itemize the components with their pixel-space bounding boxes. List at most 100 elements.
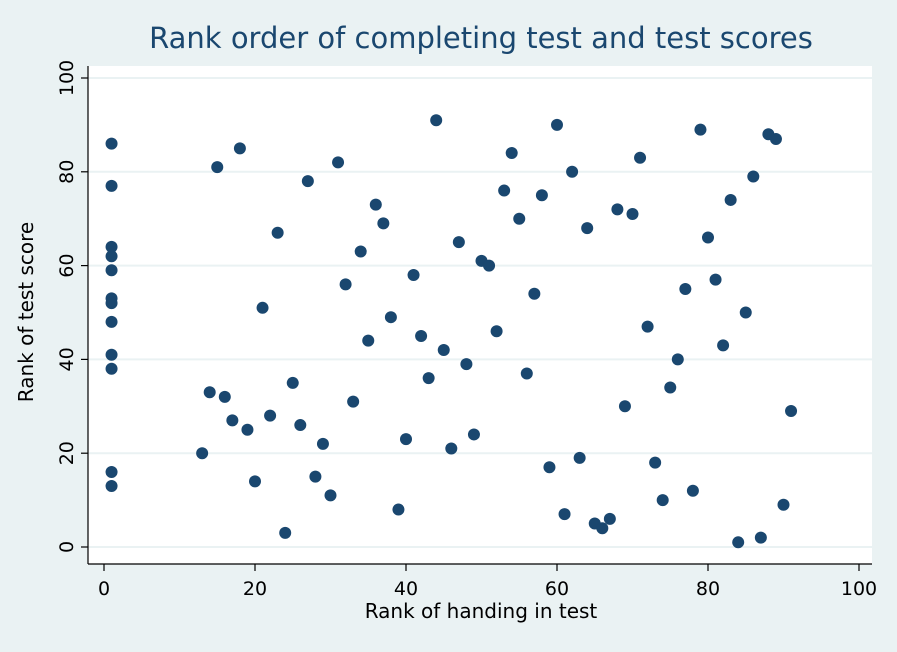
data-point-21	[264, 409, 277, 422]
data-point-12	[196, 447, 209, 460]
data-point-89	[777, 498, 790, 511]
data-point-57	[535, 189, 548, 202]
data-point-42	[422, 372, 435, 385]
data-point-81	[717, 339, 730, 352]
data-point-60	[558, 508, 571, 521]
data-point-51	[490, 325, 503, 338]
data-point-30	[332, 156, 345, 169]
y-tick-label-100: 100	[56, 60, 78, 96]
data-point-11	[105, 480, 118, 493]
data-point-20	[256, 301, 269, 314]
data-point-46	[452, 236, 465, 249]
data-point-24	[286, 376, 299, 389]
data-point-61	[566, 165, 579, 178]
data-point-14	[211, 161, 224, 174]
data-point-47	[460, 358, 473, 371]
data-point-6	[105, 297, 118, 310]
data-point-1	[105, 179, 118, 192]
y-tick-label-20: 20	[56, 441, 78, 465]
data-point-73	[656, 494, 669, 507]
data-point-88	[769, 132, 782, 145]
data-point-77	[686, 484, 699, 497]
data-point-53	[505, 147, 518, 160]
data-point-33	[354, 245, 367, 258]
data-point-10	[105, 465, 118, 478]
data-point-39	[400, 433, 412, 446]
data-point-50	[483, 259, 496, 272]
x-tick-label-80: 80	[696, 578, 720, 600]
x-tick-label-40: 40	[394, 578, 418, 600]
x-tick-label-20: 20	[243, 578, 267, 600]
data-point-28	[316, 437, 329, 450]
data-point-58	[543, 461, 556, 474]
y-tick-label-80: 80	[56, 160, 78, 184]
data-point-8	[105, 348, 118, 361]
data-point-82	[724, 193, 737, 206]
data-point-16	[226, 414, 239, 427]
data-point-90	[785, 404, 798, 417]
data-point-72	[649, 456, 662, 469]
data-point-65	[596, 522, 609, 535]
data-point-41	[415, 329, 428, 342]
data-point-19	[249, 475, 261, 488]
y-axis-title: Rank of test score	[14, 222, 38, 402]
data-point-3	[105, 250, 118, 263]
data-point-86	[754, 531, 767, 544]
data-point-9	[105, 362, 118, 375]
data-point-18	[241, 423, 254, 436]
data-point-0	[105, 137, 118, 150]
y-tick-label-40: 40	[56, 347, 78, 371]
data-point-34	[362, 334, 375, 347]
data-point-55	[520, 367, 533, 380]
data-point-80	[709, 273, 722, 286]
data-point-66	[603, 512, 616, 525]
data-point-48	[467, 428, 480, 441]
data-point-78	[694, 123, 707, 136]
y-tick-label-0: 0	[56, 541, 78, 553]
data-point-4	[105, 264, 118, 277]
data-point-7	[105, 315, 118, 328]
plot-area	[88, 66, 872, 564]
data-point-68	[618, 400, 631, 413]
data-points	[105, 114, 798, 549]
data-point-85	[747, 170, 760, 183]
data-point-25	[294, 419, 307, 432]
data-point-84	[739, 306, 752, 319]
x-tick-label-60: 60	[545, 578, 569, 600]
data-point-23	[279, 526, 292, 539]
data-point-71	[641, 320, 654, 333]
data-point-43	[430, 114, 443, 127]
data-point-62	[573, 451, 586, 464]
data-point-27	[309, 470, 322, 483]
data-point-56	[528, 287, 541, 300]
x-tick-label-0: 0	[98, 578, 110, 600]
data-point-22	[271, 226, 284, 239]
data-point-29	[324, 489, 337, 502]
data-point-52	[498, 184, 511, 197]
data-point-45	[445, 442, 458, 455]
data-point-75	[671, 353, 684, 366]
data-point-17	[233, 142, 246, 155]
data-point-79	[702, 231, 714, 244]
data-point-63	[581, 222, 594, 235]
data-point-2	[105, 240, 118, 253]
data-point-54	[513, 212, 526, 225]
data-point-31	[339, 278, 352, 291]
chart-title: Rank order of completing test and test s…	[149, 21, 813, 55]
data-point-67	[611, 203, 624, 216]
data-point-32	[347, 395, 360, 408]
data-point-83	[732, 536, 745, 549]
axes: 0 20 40 60 80 100 0 20 40 60 80 100	[56, 60, 877, 600]
data-point-15	[218, 390, 231, 403]
data-point-59	[551, 118, 563, 131]
y-tick-label-60: 60	[56, 254, 78, 278]
data-point-40	[407, 268, 420, 281]
x-tick-label-100: 100	[841, 578, 877, 600]
data-point-13	[203, 386, 216, 399]
data-point-44	[437, 344, 450, 357]
data-point-74	[664, 381, 677, 394]
data-point-38	[392, 503, 405, 516]
data-point-76	[679, 283, 692, 296]
